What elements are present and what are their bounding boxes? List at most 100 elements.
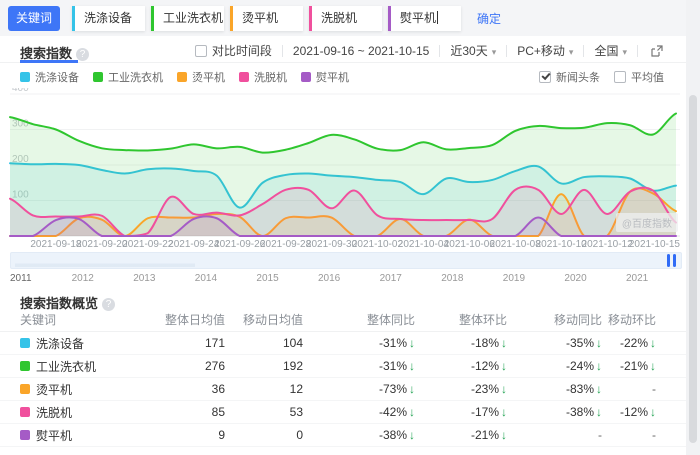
trend-value: -31% [378,359,407,373]
compare-checkbox[interactable] [194,44,207,57]
avg-value-cell: 9 [218,428,225,442]
scrollbar-track[interactable] [686,0,700,455]
chart-legend: 洗涤设备 工业洗衣机 烫平机 洗脱机 熨平机 新闻头条 平均值 [20,69,664,85]
keyword-toolbar: 关键词 洗涤设备 工业洗衣机 烫平机 洗脱机 熨平机 确定 [0,0,700,36]
help-icon[interactable]: ? [102,298,116,311]
legend-item[interactable]: 洗脱机 [239,69,287,85]
timeline-year-label: 2015 [256,273,279,284]
table-column-header: 移动环比 [607,313,656,327]
legend-label: 工业洗衣机 [108,72,163,84]
svg-text:2021-10-12: 2021-10-12 [582,239,634,250]
legend-swatch [239,72,249,82]
timeline-year-label: 2016 [318,273,341,284]
trend-cell: -21% ↓ [415,428,507,442]
trend-value: -31% [378,336,407,350]
news-headline-toggle[interactable]: 新闻头条 [539,69,600,85]
trend-value: -73% [378,382,407,396]
trend-cell: -12% ↓ [415,359,507,373]
table-column-header: 移动同比 [553,313,602,327]
legend-options: 新闻头条 平均值 [539,69,664,85]
timeline-year-label: 2012 [71,273,94,284]
legend-item[interactable]: 熨平机 [301,69,349,85]
trend-cell: -18% ↓ [415,336,507,350]
arrow-down-icon: ↓ [650,405,656,419]
trend-value: -22% [619,336,648,350]
keyword-name: 工业洗衣机 [36,359,97,374]
chevron-down-icon: ▾ [568,47,574,57]
region-select-value: 全国 [594,44,619,58]
arrow-down-icon: ↓ [501,336,507,350]
compare-label[interactable]: 对比时间段 [211,44,272,58]
keyword-tag[interactable]: 洗涤设备 [72,5,145,31]
average-checkbox[interactable] [614,71,626,83]
table-header-row: 关键词 整体日均值 移动日均值 整体同比 整体环比 移动同比 移动环比 [0,308,686,332]
svg-text:2021-09-28: 2021-09-28 [260,239,312,250]
keyword-cell: 洗脱机 [20,404,160,421]
average-toggle[interactable]: 平均值 [614,69,664,85]
legend-items: 洗涤设备 工业洗衣机 烫平机 洗脱机 熨平机 [20,69,363,85]
table-row: 熨平机 9 0 -38% ↓ -21% ↓ - - [0,424,686,447]
text-cursor [437,10,439,24]
keyword-tag[interactable]: 洗脱机 [309,5,382,31]
overview-table: 关键词 整体日均值 移动日均值 整体同比 整体环比 移动同比 移动环比 洗涤设备 171 104… [0,308,686,447]
trend-chart[interactable]: 100 200 300 400 2021-09-18 2021-09-20 2021-09-… [8,83,682,250]
timeline-year-labels: 2011 2012 2013 2014 2015 2016 2017 2018 2019 2020… [10,273,682,285]
arrow-down-icon: ↓ [501,359,507,373]
trend-cell: -38% ↓ [303,428,415,442]
export-icon[interactable] [650,44,664,58]
keyword-color-swatch [20,361,30,371]
empty-value: - [652,428,656,442]
table-column-header: 整体日均值 [164,313,225,327]
panel-title-text: 搜索指数 [20,46,73,61]
index-panel: 搜索指数? 对比时间段 2021-09-16 ~ 2021-10-15 近30天… [0,36,686,455]
keyword-tag[interactable]: 工业洗衣机 [151,5,224,31]
arrow-down-icon: ↓ [501,382,507,396]
date-range-picker[interactable]: 2021-09-16 ~ 2021-10-15 [292,43,430,58]
keyword-tag-label: 工业洗衣机 [163,10,224,25]
legend-swatch [20,72,30,82]
device-select[interactable]: PC+移动 ▾ [517,42,573,59]
legend-item[interactable]: 工业洗衣机 [93,69,163,85]
arrow-down-icon: ↓ [650,359,656,373]
scrollbar-thumb[interactable] [689,95,697,443]
range-select[interactable]: 近30天 ▾ [450,42,496,59]
keyword-label-chip: 关键词 [8,5,60,31]
legend-label: 烫平机 [192,72,225,84]
avg-value-cell: 36 [211,382,225,396]
timeline-year-label: 2018 [441,273,464,284]
svg-text:2021-10-08: 2021-10-08 [490,239,542,250]
timeline-year-label: 2021 [626,273,649,284]
trend-value: -38% [565,405,594,419]
legend-item[interactable]: 烫平机 [177,69,225,85]
svg-text:100: 100 [12,190,29,201]
trend-cell: -24% ↓ [507,359,602,373]
table-row: 洗涤设备 171 104 -31% ↓ -18% ↓ -35% ↓ -22% ↓ [0,332,686,355]
region-select[interactable]: 全国 ▾ [594,42,627,59]
divider [583,44,585,57]
timeline-year-label: 2020 [564,273,587,284]
keyword-tag[interactable]: 熨平机 [388,5,461,31]
keyword-tag-label: 烫平机 [242,10,279,25]
svg-text:2021-09-22: 2021-09-22 [122,239,174,250]
help-icon[interactable]: ? [76,48,90,61]
divider [281,44,283,57]
svg-text:2021-09-26: 2021-09-26 [214,239,266,250]
trend-chart-canvas[interactable]: 1002003004002021-09-182021-09-202021-09-… [8,83,682,250]
news-headline-checkbox[interactable] [539,71,551,83]
legend-item[interactable]: 洗涤设备 [20,69,79,85]
keyword-tag[interactable]: 烫平机 [230,5,303,31]
trend-value: -83% [565,382,594,396]
timeline-slider-handle[interactable] [667,254,678,267]
trend-value: -42% [378,405,407,419]
chart-controls: 对比时间段 2021-09-16 ~ 2021-10-15 近30天 ▾ PC+移… [194,42,664,59]
confirm-button[interactable]: 确定 [477,11,502,26]
arrow-down-icon: ↓ [409,359,415,373]
trend-cell: -73% ↓ [303,382,415,396]
timeline-slider[interactable] [10,252,682,269]
watermark: @百度指数 [615,213,678,232]
divider [506,44,508,57]
keyword-tag-label: 熨平机 [400,10,437,25]
arrow-down-icon: ↓ [409,382,415,396]
trend-value: -17% [470,405,499,419]
arrow-down-icon: ↓ [596,359,602,373]
